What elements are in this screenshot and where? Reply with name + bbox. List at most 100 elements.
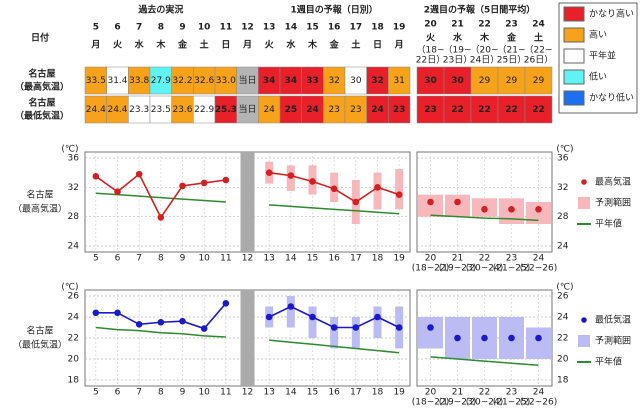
cell-value: 24 (263, 105, 275, 115)
data-point (481, 334, 488, 342)
data-point (135, 170, 143, 178)
cell-value: 31 (393, 76, 404, 86)
x-span-label: (22~26) (520, 398, 557, 408)
legend-swatch (578, 335, 590, 347)
cell-value: 29 (479, 76, 491, 86)
data-point (179, 317, 186, 325)
data-point (200, 325, 208, 332)
cell-value: 33 (306, 76, 319, 86)
legend-label: 予測範囲 (595, 197, 631, 209)
y-tick-label: 36 (68, 154, 80, 164)
range-bar (395, 169, 404, 210)
weekday: 金 (329, 39, 340, 51)
cell-value: 23.5 (151, 105, 171, 115)
weekday: 金 (177, 39, 188, 51)
weekday: 月 (90, 40, 100, 51)
cell-value: 23.3 (129, 105, 149, 115)
y-tick-label: 24 (68, 313, 80, 323)
x-tick-label: 23 (506, 388, 517, 398)
row-city: 名古屋 (28, 68, 55, 80)
x-tick-label: 16 (328, 388, 340, 398)
data-point (374, 313, 381, 321)
span: 25日） (497, 55, 526, 66)
weekday: 金 (506, 32, 517, 44)
legend-dot (581, 317, 587, 323)
cell-value: 22 (532, 105, 545, 115)
y-tick-label: 28 (557, 212, 569, 222)
y-tick-label: 22 (68, 334, 79, 344)
x-span-label: (22~26) (520, 264, 557, 274)
cell (443, 95, 472, 124)
legend-swatch (563, 90, 585, 106)
unit: (℃) (556, 283, 573, 293)
weekday: 日 (373, 40, 382, 51)
y-tick-label: 20 (557, 355, 569, 365)
y-tick-label: 24 (557, 313, 569, 323)
cell-value: 32 (328, 76, 339, 86)
normal-line (269, 204, 400, 215)
legend-swatch (563, 27, 585, 43)
cell (524, 66, 553, 95)
data-point (330, 185, 338, 193)
x-tick-label: 21 (452, 254, 463, 264)
y-tick-label: 18 (68, 376, 80, 386)
cell-value: 30 (424, 76, 437, 86)
cell-value: 24 (371, 105, 384, 115)
span: （21~ (498, 45, 526, 56)
cell (524, 95, 553, 124)
normal-line (430, 214, 539, 222)
cell-value: 32.2 (172, 76, 192, 86)
data-point (427, 324, 434, 331)
x-tick-label: 18 (372, 388, 384, 398)
x-tick-label: 21 (452, 388, 463, 398)
y-tick-label: 22 (557, 334, 568, 344)
day: 13 (263, 23, 276, 33)
data-point (508, 206, 515, 213)
y-tick-label: 24 (68, 242, 80, 252)
cell (470, 95, 499, 124)
weekday: 土 (200, 39, 209, 51)
range-bar (330, 317, 339, 349)
normal-line (95, 326, 226, 338)
data-point (287, 172, 295, 179)
legend-swatch (578, 197, 590, 209)
weekday: 火 (265, 40, 275, 51)
data-point (179, 182, 186, 190)
span: （18~ (417, 45, 445, 56)
x-span-label: (20~24) (466, 264, 503, 274)
x-tick-label: 15 (307, 388, 318, 398)
x-tick-label: 6 (115, 254, 121, 264)
day: 14 (285, 23, 298, 33)
day: 23 (505, 20, 518, 30)
cell (388, 66, 411, 95)
day: 16 (328, 23, 341, 33)
x-tick-label: 9 (180, 254, 186, 264)
x-tick-label: 5 (93, 388, 99, 398)
data-point (309, 313, 316, 321)
normal-line (430, 356, 539, 367)
data-point (395, 324, 403, 331)
section-title: 1週目の予報（日別） (291, 4, 378, 16)
x-tick-label: 6 (115, 388, 121, 398)
legend-label: 予測範囲 (595, 335, 631, 347)
cell (388, 95, 411, 124)
x-tick-label: 11 (220, 254, 231, 264)
chart-element: （最高気温） (13, 203, 67, 215)
legend-label: 平年値 (595, 218, 622, 230)
span: 23日） (443, 55, 472, 66)
y-tick-label: 20 (68, 355, 80, 365)
today-band (240, 290, 255, 386)
data-point (535, 206, 542, 213)
cell-value: 33.0 (216, 76, 236, 86)
span: 22日） (416, 55, 445, 66)
x-tick-label: 22 (479, 254, 490, 264)
cell-value: 23 (350, 105, 361, 115)
range-bar (351, 317, 360, 349)
legend-dot (581, 179, 587, 185)
x-span-label: (21~25) (493, 398, 530, 408)
x-tick-label: 19 (393, 254, 405, 264)
section-title: 2週目の予報（5日間平均） (424, 4, 536, 16)
data-point (395, 191, 403, 198)
data-point (352, 324, 360, 331)
x-span-label: (19~23) (439, 264, 476, 274)
